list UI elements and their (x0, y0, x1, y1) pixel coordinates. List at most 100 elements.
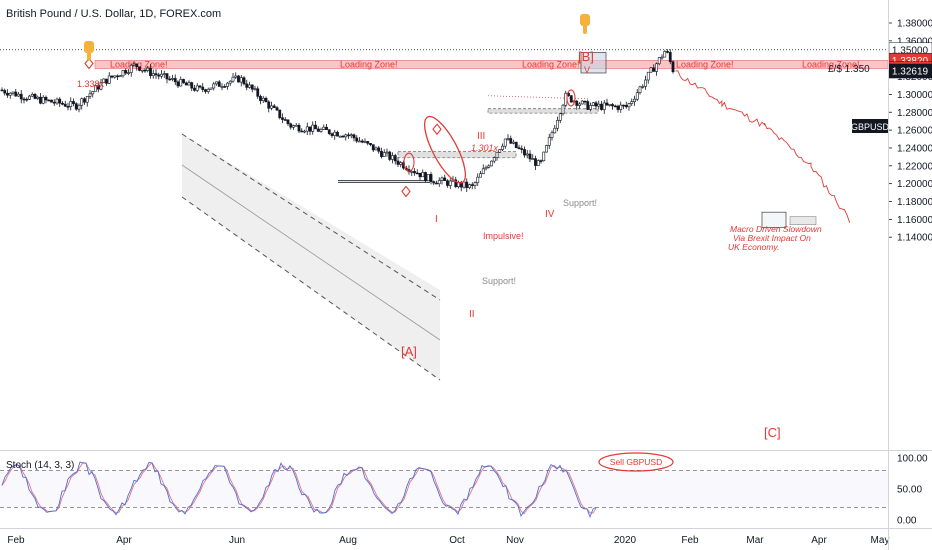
candle-body-62 (171, 78, 174, 80)
candle-body-17 (47, 99, 51, 102)
candle-body-107 (294, 124, 298, 127)
candle-body-240 (660, 56, 664, 59)
candle-body-93 (256, 88, 260, 97)
candle-body-10 (28, 95, 31, 100)
candle-body-74 (204, 89, 207, 92)
candle-body-237 (652, 67, 656, 72)
loading-zone-label-2: Loading Zone! (340, 60, 398, 70)
candle-body-154 (424, 172, 427, 182)
candle-body-108 (297, 124, 301, 132)
triangle-line (487, 95, 591, 100)
wave-b-box (580, 52, 607, 74)
candle-body-2 (6, 92, 9, 96)
candle-body-109 (300, 130, 304, 133)
candle-body-13 (36, 96, 40, 99)
candle-body-212 (583, 100, 587, 103)
candle-body-36 (99, 82, 103, 90)
candle-body-106 (292, 125, 295, 128)
candle-body-153 (421, 172, 425, 178)
candle-body-63 (173, 78, 177, 83)
projection-line (675, 70, 851, 223)
sell-oval (598, 452, 674, 472)
pointing-hand-icon (580, 14, 590, 34)
candle-body-14 (39, 96, 42, 104)
y-axis-label: 1.26000 (897, 126, 932, 137)
candle-body-162 (446, 180, 449, 186)
extension-1301-label: 1.301x (471, 143, 499, 153)
candle-body-50 (138, 66, 141, 71)
candle-body-111 (305, 126, 309, 132)
candle-body-27 (74, 103, 78, 110)
candle-body-145 (399, 162, 403, 165)
candle-body-114 (314, 124, 317, 130)
candle-body-113 (311, 124, 315, 132)
candle-body-41 (113, 75, 117, 78)
candle-body-83 (228, 80, 232, 84)
candle-body-136 (374, 147, 378, 151)
candle-body-185 (509, 138, 513, 144)
candle-body-104 (286, 119, 290, 125)
candle-body-85 (234, 75, 238, 78)
candle-body-176 (484, 167, 488, 170)
candle-body-121 (333, 131, 337, 136)
candle-body-19 (52, 101, 56, 104)
candle-body-188 (517, 147, 521, 149)
candle-body-142 (391, 155, 394, 160)
price-tag: 1.35000 (892, 45, 929, 56)
extension-1338-label: 1.338x (77, 79, 105, 89)
candle-body-196 (539, 160, 543, 162)
diamond-marker-3 (401, 185, 411, 198)
candle-body-1 (3, 90, 7, 94)
candle-body-37 (102, 78, 106, 84)
candle-body-110 (303, 130, 306, 133)
loading-zone-label-5: Loading Zone! (802, 60, 860, 70)
candle-body-11 (30, 93, 34, 97)
candle-body-0 (0, 89, 4, 92)
candle-body-230 (633, 98, 636, 102)
symbol-tag-bg (852, 119, 888, 133)
channel-mid-line (181, 164, 441, 341)
candle-body-71 (195, 85, 199, 91)
candle-body-238 (655, 63, 658, 72)
candle-body-33 (91, 91, 95, 95)
candle-body-193 (531, 158, 535, 160)
candle-body-82 (226, 82, 229, 87)
candle-body-195 (536, 160, 540, 166)
candle-body-168 (462, 181, 466, 188)
candle-body-105 (289, 123, 293, 128)
candle-body-100 (275, 107, 279, 111)
candle-body-190 (523, 149, 526, 156)
candle-body-139 (382, 152, 386, 157)
candle-body-156 (429, 174, 433, 182)
candle-body-219 (602, 102, 606, 110)
candle-body-28 (77, 104, 81, 110)
candle-body-67 (184, 82, 188, 86)
candle-body-64 (176, 81, 180, 87)
loading-zone-label-4: Loading Zone! (676, 60, 734, 70)
candle-body-228 (627, 103, 631, 108)
candle-body-29 (80, 98, 84, 106)
candle-body-75 (206, 89, 210, 92)
candle-body-221 (608, 104, 612, 106)
candle-body-201 (553, 127, 557, 134)
candle-body-15 (41, 96, 45, 104)
candle-body-118 (325, 126, 328, 131)
candle-body-235 (646, 71, 650, 81)
candle-body-120 (330, 133, 334, 136)
candle-body-124 (341, 135, 345, 138)
y-axis-label: 1.22000 (897, 161, 932, 172)
loading-zone-label-3: Loading Zone! (522, 60, 580, 70)
candle-body-199 (547, 137, 551, 146)
candle-body-7 (19, 93, 23, 100)
candle-body-181 (498, 149, 502, 153)
candle-body-241 (663, 51, 667, 58)
x-axis-label: 2020 (614, 535, 637, 546)
candle-body-78 (215, 81, 218, 85)
channel-fill (182, 134, 440, 380)
candle-body-210 (578, 103, 581, 106)
x-axis-label: Nov (506, 535, 524, 546)
macro-line-1: Macro Driven Slowdown (730, 224, 822, 234)
candle-body-234 (644, 79, 647, 87)
candle-body-58 (160, 73, 163, 77)
